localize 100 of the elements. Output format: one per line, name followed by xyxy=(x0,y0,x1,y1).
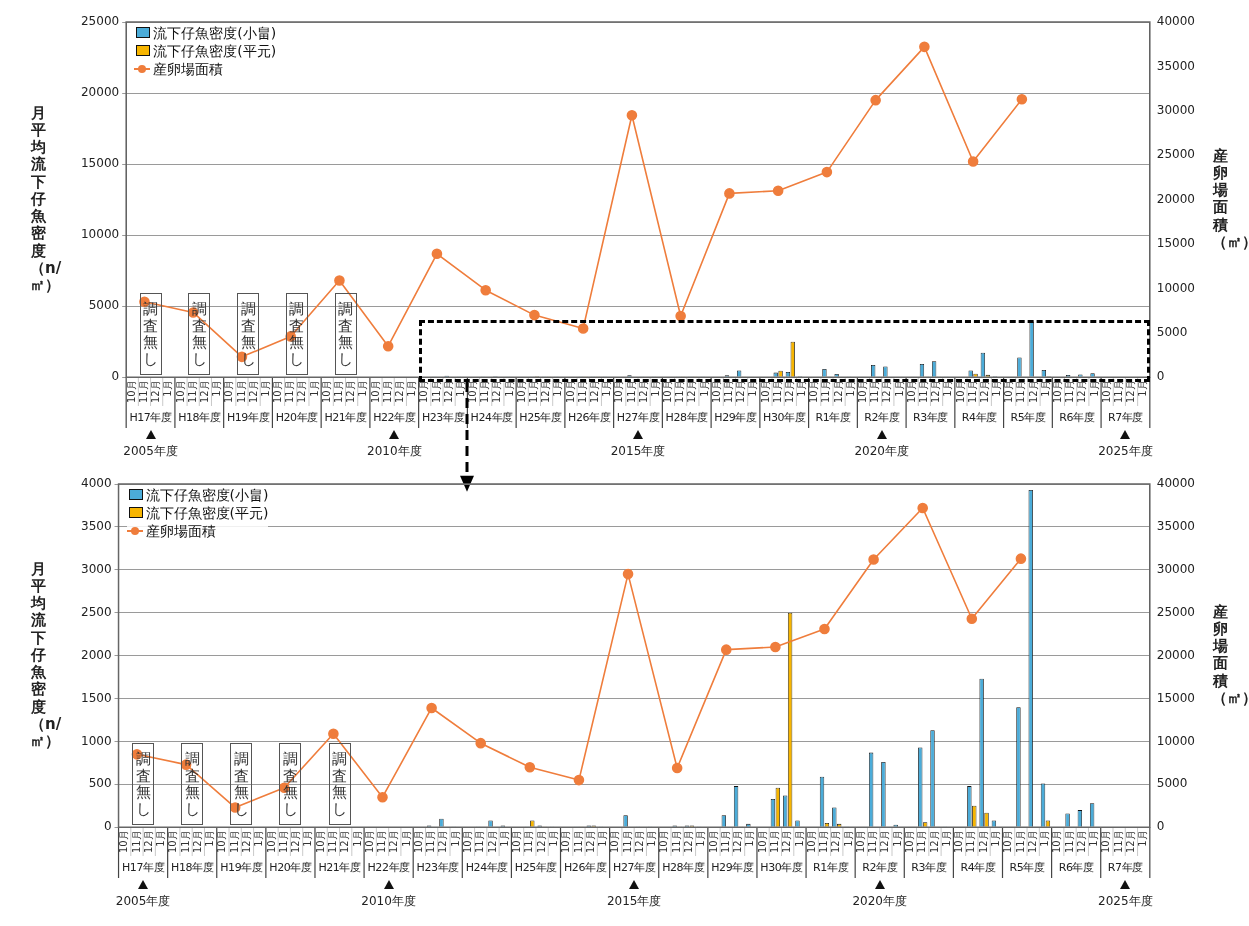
annotation: 調査無し xyxy=(191,300,207,368)
x-tick-label: 11月 xyxy=(670,830,682,854)
legend-label: 流下仔魚密度(小畠) xyxy=(153,25,277,41)
x-tick-label: 12月 xyxy=(930,380,942,404)
x-tick-label: 11月 xyxy=(138,380,150,404)
x-tick-label: 11月 xyxy=(625,380,637,404)
y-tick-label: 500 xyxy=(88,776,112,791)
text-box: 調査無し xyxy=(181,743,204,826)
x-tick-label: 1月 xyxy=(1039,380,1051,397)
x-tick-label: 1月 xyxy=(302,830,314,847)
text: 2005年度 xyxy=(123,443,178,460)
y2-axis-title: 産卵場面積（㎡） xyxy=(1212,602,1249,708)
y2-tick-label: 30000 xyxy=(1156,561,1196,576)
y2-tick-label: 25000 xyxy=(1156,147,1196,162)
x-tick-label: 12月 xyxy=(535,830,547,854)
y2-tick-label: 0 xyxy=(1156,819,1165,834)
x-tick-label: 11月 xyxy=(430,380,442,404)
x-tick-label: 10月 xyxy=(1100,830,1112,854)
x-tick-label: 10月 xyxy=(223,380,235,404)
x-tick-label: 1月 xyxy=(1088,380,1100,397)
x-tick-label: 1月 xyxy=(1137,380,1149,397)
x-tick-label: 11月 xyxy=(528,380,540,404)
x-tick-label: 1月 xyxy=(308,380,320,397)
x-tick-label: 1月 xyxy=(1088,830,1100,847)
x-tick-label: 11月 xyxy=(869,380,881,404)
y2-tick-label: 20000 xyxy=(1156,647,1196,662)
text: H18年度 xyxy=(171,860,214,875)
x-tick-label: 1月 xyxy=(400,830,412,847)
x-tick-label: 10月 xyxy=(808,380,820,404)
x-tick-label: 1月 xyxy=(844,380,856,397)
text-box: 調査無し xyxy=(139,293,162,376)
x-tick-label: 10月 xyxy=(511,830,523,854)
x-tick-label: 12月 xyxy=(296,380,308,404)
text: H22年度 xyxy=(367,860,410,875)
legend-label: 流下仔魚密度(小畠) xyxy=(145,487,269,503)
text: H17年度 xyxy=(121,860,165,875)
x-tick-label: 12月 xyxy=(540,380,552,404)
x-tick-label: 12月 xyxy=(881,380,893,404)
y2-axis-title: 産卵場面積（㎡） xyxy=(1212,146,1249,252)
x-tick-label: 10月 xyxy=(662,380,674,404)
x-tick-label: 1月 xyxy=(552,380,564,397)
x-tick-label: 10月 xyxy=(314,830,326,854)
annotation: 調査無し xyxy=(184,750,200,818)
text: H20年度 xyxy=(269,860,312,875)
x-tick-label: 1月 xyxy=(357,380,369,397)
text: H18年度 xyxy=(178,410,221,425)
annotation: 調査無し xyxy=(282,750,298,818)
x-tick-label: 10月 xyxy=(412,830,424,854)
text: H28年度 xyxy=(665,410,708,425)
x-tick-label: 11月 xyxy=(186,380,198,404)
x-tick-label: 11月 xyxy=(576,380,588,404)
x-tick-label: 12月 xyxy=(1125,380,1137,404)
text: R2年度 xyxy=(862,860,898,875)
x-tick-label: 1月 xyxy=(1137,830,1149,847)
annotation: 調査無し xyxy=(240,300,256,368)
y-tick-label: 1000 xyxy=(80,733,112,748)
x-tick-label: 1月 xyxy=(891,830,903,847)
x-tick-label: 11月 xyxy=(572,830,584,854)
y2-tick-label: 15000 xyxy=(1156,690,1196,705)
text: 2015年度 xyxy=(610,443,666,460)
x-tick-label: 12月 xyxy=(486,830,498,854)
x-tick-label: 11月 xyxy=(179,830,191,854)
x-tick-label: 11月 xyxy=(381,380,393,404)
text: R5年度 xyxy=(1010,410,1046,425)
x-tick-label: 1月 xyxy=(211,380,223,397)
x-tick-label: 1月 xyxy=(155,830,167,847)
x-tick-label: 12月 xyxy=(491,380,503,404)
x-tick-label: 12月 xyxy=(783,380,795,404)
x-tick-label: 1月 xyxy=(796,380,808,397)
x-tick-label: 12月 xyxy=(633,830,645,854)
x-tick-label: 11月 xyxy=(771,380,783,404)
x-tick-label: 10月 xyxy=(174,380,186,404)
x-tick-label: 11月 xyxy=(768,830,780,854)
x-tick-label: 10月 xyxy=(369,380,381,404)
x-tick-label: 1月 xyxy=(695,830,707,847)
x-tick-label: 1月 xyxy=(1039,830,1051,847)
x-tick-label: 12月 xyxy=(683,830,695,854)
x-tick-label: 10月 xyxy=(756,830,768,854)
x-tick-label: 12月 xyxy=(637,380,649,404)
text: H26年度 xyxy=(568,410,611,425)
x-tick-label: 10月 xyxy=(904,830,916,854)
text: H19年度 xyxy=(226,410,270,425)
x-tick-label: 12月 xyxy=(1026,830,1038,854)
annotation: 調査無し xyxy=(143,300,159,368)
text: R7年度 xyxy=(1107,410,1143,425)
x-tick-label: 10月 xyxy=(954,380,966,404)
text: R1年度 xyxy=(813,860,849,875)
x-tick-label: 10月 xyxy=(707,830,719,854)
x-tick-label: 10月 xyxy=(1100,380,1112,404)
x-tick-label: 1月 xyxy=(253,830,265,847)
text: 2025年度 xyxy=(1097,893,1153,910)
x-tick-label: 1月 xyxy=(744,830,756,847)
x-tick-label: 10月 xyxy=(710,380,722,404)
text: H30年度 xyxy=(763,410,806,425)
x-tick-label: 10月 xyxy=(609,830,621,854)
text: 2020年度 xyxy=(852,893,907,910)
x-tick-label: 12月 xyxy=(732,830,744,854)
x-tick-label: 11月 xyxy=(479,380,491,404)
x-tick-label: 1月 xyxy=(259,380,271,397)
text: H29年度 xyxy=(714,410,757,425)
